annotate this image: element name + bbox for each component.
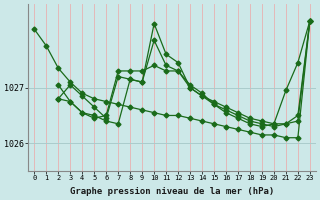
X-axis label: Graphe pression niveau de la mer (hPa): Graphe pression niveau de la mer (hPa): [70, 187, 274, 196]
